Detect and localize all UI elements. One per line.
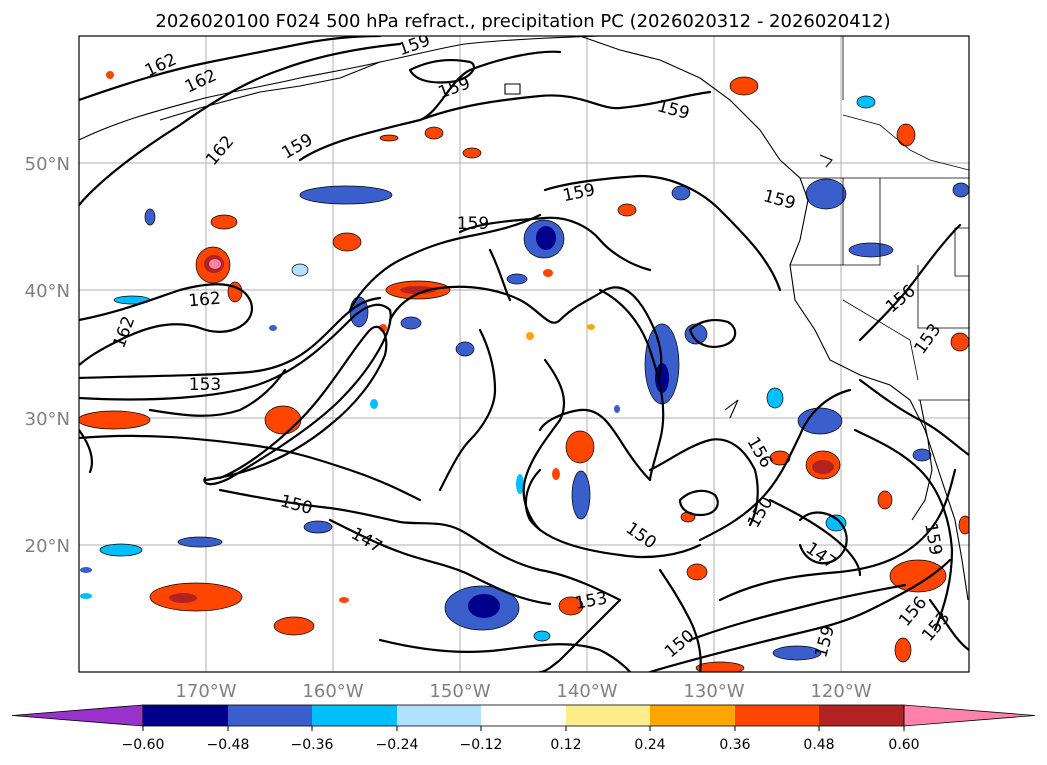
colorbar-extend-max xyxy=(903,704,1036,727)
colorbar-segment xyxy=(650,705,735,726)
lat-label: 40°N xyxy=(25,281,70,302)
lon-label: 170°W xyxy=(175,681,236,702)
colorbar-segment xyxy=(566,705,650,726)
lat-label: 30°N xyxy=(25,409,70,430)
colorbar-frame xyxy=(142,704,905,727)
colorbar-label: 0.24 xyxy=(634,737,665,753)
precip-negative-area xyxy=(80,95,969,661)
colorbar-extend-min xyxy=(11,704,144,727)
coastlines xyxy=(79,36,969,601)
colorbar-segment xyxy=(228,705,312,726)
lon-label: 150°W xyxy=(429,681,490,702)
lon-label: 160°W xyxy=(302,681,363,702)
contour-label: 159 xyxy=(457,214,489,234)
colorbar-label: −0.24 xyxy=(376,737,419,753)
lon-label: 130°W xyxy=(683,681,744,702)
colorbar-label: −0.60 xyxy=(122,737,165,753)
colorbar-label: 0.12 xyxy=(550,737,581,753)
gridlines xyxy=(79,36,969,672)
precipitation-fields xyxy=(79,71,969,672)
map-title: 2026020100 F024 500 hPa refract., precip… xyxy=(155,11,890,32)
lat-label: 20°N xyxy=(25,536,70,557)
refractivity-contours xyxy=(79,36,969,672)
colorbar: −0.60 −0.48 −0.36 −0.24 −0.12 0.12 0.24 … xyxy=(11,704,1036,753)
colorbar-label: 0.48 xyxy=(803,737,834,753)
contour-label: 162 xyxy=(188,289,222,312)
colorbar-segment xyxy=(143,705,228,726)
colorbar-segment xyxy=(397,705,481,726)
colorbar-label: 0.36 xyxy=(719,737,750,753)
lon-label: 120°W xyxy=(810,681,871,702)
latitude-labels: 50°N 40°N 30°N 20°N xyxy=(25,154,70,557)
colorbar-segment xyxy=(819,705,904,726)
colorbar-labels: −0.60 −0.48 −0.36 −0.24 −0.12 0.12 0.24 … xyxy=(122,737,920,753)
colorbar-segment xyxy=(481,705,566,726)
colorbar-label: −0.36 xyxy=(291,737,334,753)
colorbar-label: −0.12 xyxy=(460,737,503,753)
lon-label: 140°W xyxy=(556,681,617,702)
colorbar-segment xyxy=(735,705,819,726)
precip-positive-area xyxy=(79,71,969,672)
longitude-labels: 170°W 160°W 150°W 140°W 130°W 120°W xyxy=(175,681,871,702)
colorbar-segment xyxy=(312,705,397,726)
lat-label: 50°N xyxy=(25,154,70,175)
map-background xyxy=(79,36,969,672)
political-borders xyxy=(790,36,969,401)
colorbar-ticks xyxy=(142,726,905,731)
map-frame xyxy=(78,35,970,673)
contour-label: 153 xyxy=(189,375,221,395)
colorbar-label: −0.48 xyxy=(207,737,250,753)
colorbar-label: 0.60 xyxy=(888,737,919,753)
